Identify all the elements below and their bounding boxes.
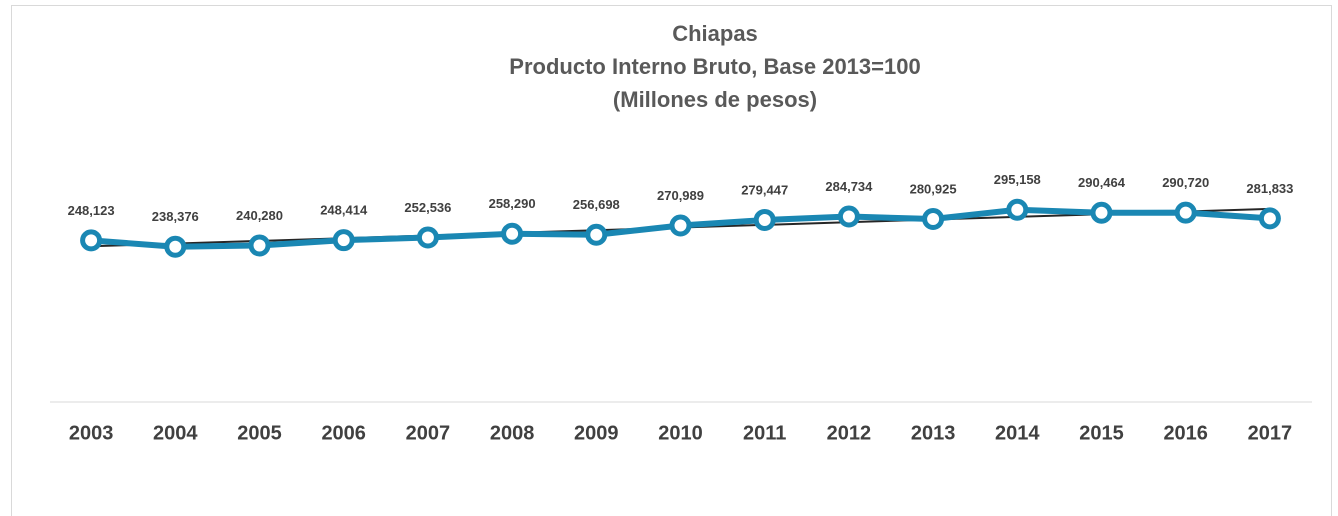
data-label: 290,464 <box>1078 175 1126 190</box>
point <box>922 207 945 230</box>
point <box>1258 207 1281 230</box>
data-label: 290,720 <box>1162 175 1209 190</box>
data-label: 295,158 <box>994 172 1041 187</box>
x-tick-label: 2009 <box>574 422 619 444</box>
x-tick-label: 2015 <box>1079 422 1124 444</box>
data-label: 279,447 <box>741 182 788 197</box>
x-tick-label: 2017 <box>1248 422 1293 444</box>
point <box>1174 201 1197 224</box>
x-tick-label: 2005 <box>237 422 282 444</box>
point <box>669 214 692 237</box>
point <box>501 222 524 245</box>
x-tick-label: 2014 <box>995 422 1040 444</box>
point <box>332 229 355 252</box>
data-label: 252,536 <box>404 200 451 215</box>
chart-title: (Millones de pesos) <box>613 87 817 112</box>
x-tick-label: 2012 <box>827 422 872 444</box>
chart-frame <box>11 5 1332 516</box>
point <box>837 205 860 228</box>
data-label: 256,698 <box>573 197 620 212</box>
data-label: 270,989 <box>657 188 704 203</box>
data-label: 280,925 <box>910 181 957 196</box>
point <box>1006 198 1029 221</box>
x-tick-label: 2013 <box>911 422 956 444</box>
data-label: 238,376 <box>152 209 199 224</box>
data-label: 281,833 <box>1246 181 1293 196</box>
x-tick-label: 2006 <box>321 422 366 444</box>
point <box>753 208 776 231</box>
x-tick-label: 2016 <box>1163 422 1208 444</box>
x-tick-label: 2003 <box>69 422 114 444</box>
data-label: 248,123 <box>68 203 115 218</box>
data-label: 240,280 <box>236 208 283 223</box>
point <box>1090 201 1113 224</box>
x-tick-label: 2004 <box>153 422 198 444</box>
x-tick-label: 2010 <box>658 422 703 444</box>
x-tick-label: 2007 <box>406 422 451 444</box>
data-label: 258,290 <box>489 196 536 211</box>
point <box>248 234 271 257</box>
point <box>80 229 103 252</box>
x-tick-label: 2011 <box>743 422 786 444</box>
x-tick-label: 2008 <box>490 422 535 444</box>
chart-title: Chiapas <box>672 21 758 46</box>
point <box>416 226 439 249</box>
point <box>585 223 608 246</box>
data-label: 284,734 <box>825 179 873 194</box>
data-label: 248,414 <box>320 203 368 218</box>
chart-title: Producto Interno Bruto, Base 2013=100 <box>509 54 920 79</box>
point <box>164 235 187 258</box>
